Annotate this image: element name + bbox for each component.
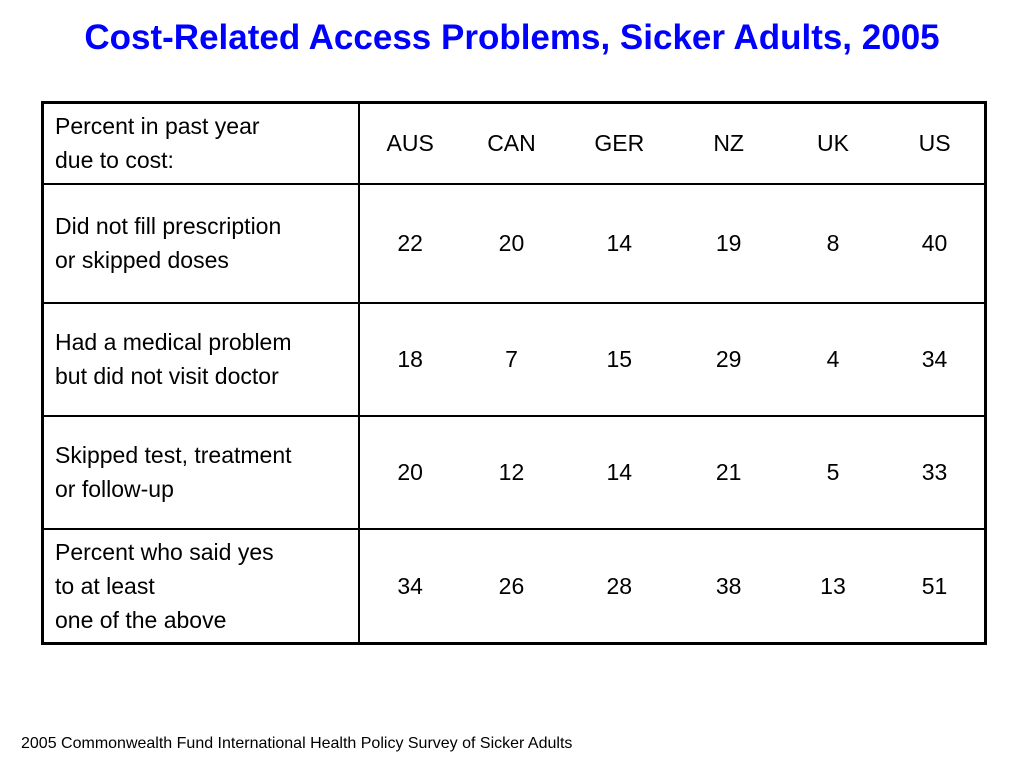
header-label-line: due to cost: (55, 147, 174, 174)
row-label-line: one of the above (55, 606, 227, 633)
row-label-line: or skipped doses (55, 247, 229, 273)
column-header-us: US (918, 130, 951, 157)
value-cell: 13 (780, 527, 886, 644)
slide-title: Cost-Related Access Problems, Sicker Adu… (84, 18, 940, 57)
table-row: Did not fill prescription or skipped dos… (42, 182, 986, 303)
column-header-ger: GER (594, 130, 645, 157)
header-label-line: Percent in past year (55, 113, 260, 140)
value-cell: 14 (562, 182, 677, 303)
value-cell: 15 (562, 301, 677, 416)
table-row: Percent who said yes to at least one of … (42, 527, 986, 644)
row-label-cell: Did not fill prescription or skipped dos… (42, 182, 360, 303)
value-cell: 5 (780, 414, 886, 529)
value-cell: 33 (885, 414, 986, 529)
value-cell: 12 (460, 414, 563, 529)
table-header-row: Percent in past year due to cost: AUS CA… (42, 102, 986, 184)
value-cell: 26 (460, 527, 563, 644)
value-cell: 40 (885, 182, 986, 303)
value-cell: 18 (358, 301, 461, 416)
row-label-line: to at least (55, 572, 155, 599)
row-label-cell: Skipped test, treatment or follow-up (42, 414, 360, 529)
table-row: Skipped test, treatment or follow-up 20 … (42, 414, 986, 529)
row-label-line: or follow-up (55, 476, 174, 502)
header-label-cell: Percent in past year due to cost: (42, 102, 360, 184)
value-cell: 8 (780, 182, 886, 303)
value-cell: 28 (562, 527, 677, 644)
column-header-can: CAN (487, 130, 536, 157)
value-cell: 7 (460, 301, 563, 416)
value-cell: 34 (885, 301, 986, 416)
row-label-line: Did not fill prescription (55, 213, 282, 239)
column-header-nz: NZ (713, 130, 744, 157)
row-label-line: Had a medical problem (55, 329, 292, 355)
value-cell: 14 (562, 414, 677, 529)
value-cell: 21 (676, 414, 781, 529)
column-header-uk: UK (817, 130, 849, 157)
row-label-cell: Had a medical problem but did not visit … (42, 301, 360, 416)
access-problems-table: Percent in past year due to cost: AUS CA… (41, 101, 987, 645)
row-label-line: but did not visit doctor (55, 363, 279, 389)
row-label-line: Skipped test, treatment (55, 442, 292, 468)
value-cell: 4 (780, 301, 886, 416)
source-note: 2005 Commonwealth Fund International Hea… (21, 735, 573, 752)
value-cell: 51 (885, 527, 986, 644)
value-cell: 38 (676, 527, 781, 644)
value-cell: 22 (358, 182, 461, 303)
value-cell: 34 (358, 527, 461, 644)
value-cell: 29 (676, 301, 781, 416)
table-row: Had a medical problem but did not visit … (42, 301, 986, 416)
value-cell: 20 (460, 182, 563, 303)
value-cell: 20 (358, 414, 461, 529)
value-cell: 19 (676, 182, 781, 303)
column-header-aus: AUS (386, 130, 434, 157)
row-label-line: Percent who said yes (55, 538, 274, 565)
row-label-cell: Percent who said yes to at least one of … (42, 527, 360, 644)
